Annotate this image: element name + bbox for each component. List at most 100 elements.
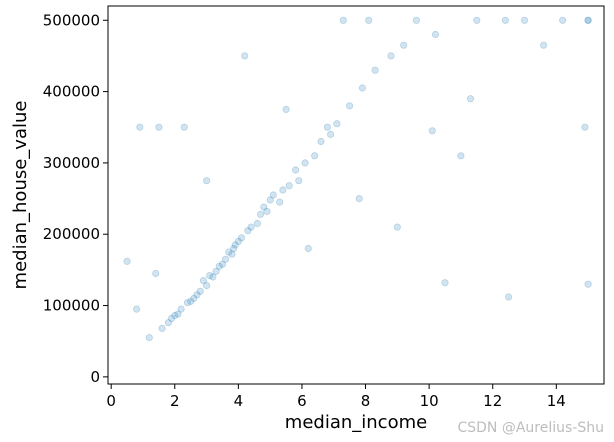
data-point [152,269,160,278]
data-point [393,223,401,231]
data-point [171,311,179,320]
data-point [253,219,261,228]
x-tick-label: 14 [547,392,566,410]
data-point [371,66,379,74]
data-point [263,207,271,215]
data-point [266,196,274,204]
data-point [301,159,309,167]
data-point [203,177,211,185]
data-point [400,41,408,49]
data-point [199,276,207,285]
data-point [311,152,319,160]
data-point [428,127,436,135]
data-point [241,52,249,60]
data-point [155,123,163,131]
data-point [231,241,239,249]
data-point [190,294,198,302]
data-point [145,333,153,342]
data-point [222,255,230,263]
data-point [234,237,242,245]
y-tick-label: 200000 [43,225,100,243]
x-axis-label: median_income [285,412,427,433]
data-point [247,223,255,231]
data-point [123,257,131,265]
data-point [520,16,529,24]
data-point [279,186,287,194]
data-point [225,248,233,256]
data-point [174,310,182,318]
x-tick-label: 2 [170,392,180,410]
data-point [168,314,176,322]
y-tick-label: 100000 [43,297,100,315]
plot-area [107,5,605,385]
data-point [584,16,592,24]
data-point [215,262,223,270]
data-point [133,305,141,313]
data-point [230,244,238,253]
data-point [136,123,144,131]
x-tick-label: 6 [297,392,307,410]
y-tick-label: 300000 [43,154,100,172]
data-point [345,102,354,110]
y-axis-ticks: 0 100000 200000 300000 400000 500000 [43,11,108,386]
data-point [504,293,513,301]
data-point [276,198,284,206]
data-point [457,152,465,160]
data-point [158,324,166,332]
data-point [209,273,217,281]
x-tick-label: 4 [234,392,244,410]
data-point [269,191,277,199]
x-tick-label: 10 [420,392,439,410]
y-tick-label: 500000 [43,11,100,29]
data-point [326,130,335,138]
data-point [228,250,236,258]
data-point [581,123,589,131]
data-point [559,16,567,24]
data-point [256,210,265,218]
data-point [387,52,395,60]
data-point [206,271,214,280]
data-point [501,16,509,24]
x-tick-label: 0 [106,392,116,410]
data-point [180,123,188,131]
data-point [212,267,220,275]
data-point [218,260,227,268]
data-point [304,244,312,253]
data-point [285,182,293,190]
data-point [539,41,548,49]
data-point [323,123,331,131]
data-point [431,30,440,39]
watermark: CSDN @Aurelius-Shu [457,420,604,436]
data-point [260,203,268,211]
y-axis-label: median_house_value [10,101,31,290]
data-point [466,95,475,103]
data-point [358,84,366,92]
data-point [317,137,325,146]
data-point [203,281,211,290]
data-point [339,16,347,24]
data-point [187,297,195,305]
data-point [584,16,592,24]
data-point [333,120,341,128]
data-point [183,299,192,307]
data-point [177,305,185,313]
x-axis-ticks: 0 2 4 6 8 10 12 14 [106,384,566,410]
y-tick-label: 400000 [43,83,100,101]
y-tick-label: 0 [90,368,100,386]
data-point [164,319,172,327]
data-point [193,291,201,299]
data-point [355,195,363,203]
data-point [244,227,252,235]
data-point [282,105,290,114]
data-point [473,16,481,24]
data-point [295,177,303,185]
data-point [441,279,449,287]
points-layer [123,16,592,342]
data-point [412,16,420,24]
x-tick-label: 8 [361,392,371,410]
x-tick-label: 12 [483,392,502,410]
data-point [291,166,300,174]
data-point [196,287,204,295]
data-point [237,234,246,242]
